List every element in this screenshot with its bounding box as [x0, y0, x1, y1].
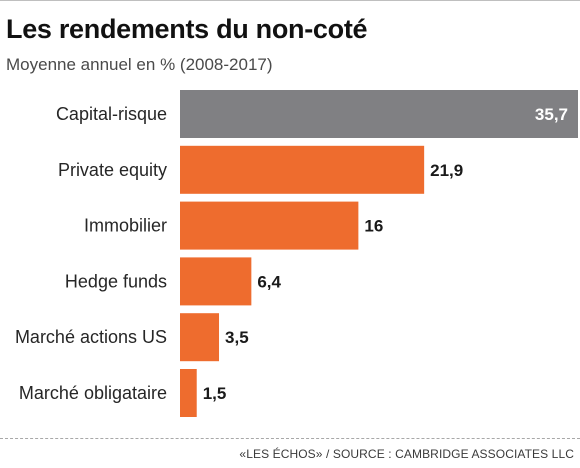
value-label-5: 1,5 [203, 384, 227, 403]
category-label-1: Private equity [58, 160, 167, 180]
bar-4 [180, 313, 220, 362]
category-label-0: Capital-risque [56, 104, 167, 124]
category-label-4: Marché actions US [15, 327, 167, 347]
bar-0 [180, 90, 578, 138]
chart-title: Les rendements du non-coté [6, 14, 368, 44]
category-label-5: Marché obligataire [19, 383, 167, 403]
top-rule [0, 0, 580, 1]
value-label-3: 6,4 [257, 272, 281, 291]
value-label-0: 35,7 [535, 105, 568, 124]
value-label-2: 16 [364, 217, 383, 236]
category-label-2: Immobilier [84, 216, 167, 236]
value-label-1: 21,9 [430, 161, 463, 180]
footer-divider [0, 438, 580, 439]
bar-3 [180, 257, 252, 306]
bar-5 [180, 369, 197, 417]
category-label-3: Hedge funds [65, 271, 167, 291]
bar-1 [180, 145, 425, 194]
source-credit: «LES ÉCHOS» / SOURCE : CAMBRIDGE ASSOCIA… [239, 447, 574, 461]
chart-subtitle: Moyenne annuel en % (2008-2017) [6, 55, 273, 74]
bar-2 [180, 201, 359, 250]
value-label-4: 3,5 [225, 328, 249, 347]
